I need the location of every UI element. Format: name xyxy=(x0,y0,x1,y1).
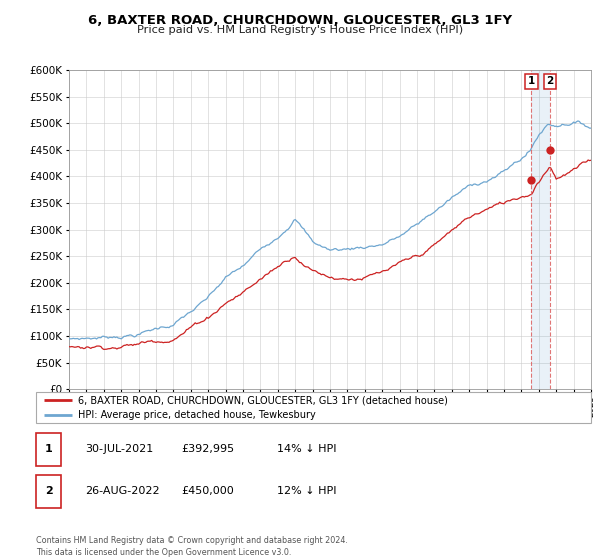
Text: £392,995: £392,995 xyxy=(181,445,235,454)
Text: £450,000: £450,000 xyxy=(181,487,234,496)
Text: 1: 1 xyxy=(45,445,52,454)
Text: 26-AUG-2022: 26-AUG-2022 xyxy=(85,487,160,496)
Text: 14% ↓ HPI: 14% ↓ HPI xyxy=(277,445,337,454)
Text: Contains HM Land Registry data © Crown copyright and database right 2024.
This d: Contains HM Land Registry data © Crown c… xyxy=(36,536,348,557)
Text: 2: 2 xyxy=(547,76,554,86)
Text: 6, BAXTER ROAD, CHURCHDOWN, GLOUCESTER, GL3 1FY (detached house): 6, BAXTER ROAD, CHURCHDOWN, GLOUCESTER, … xyxy=(77,395,448,405)
Text: 12% ↓ HPI: 12% ↓ HPI xyxy=(277,487,337,496)
Text: Price paid vs. HM Land Registry's House Price Index (HPI): Price paid vs. HM Land Registry's House … xyxy=(137,25,463,35)
Text: 2: 2 xyxy=(45,487,52,496)
Text: 30-JUL-2021: 30-JUL-2021 xyxy=(85,445,154,454)
Bar xyxy=(532,70,550,389)
Text: 6, BAXTER ROAD, CHURCHDOWN, GLOUCESTER, GL3 1FY: 6, BAXTER ROAD, CHURCHDOWN, GLOUCESTER, … xyxy=(88,14,512,27)
Text: HPI: Average price, detached house, Tewkesbury: HPI: Average price, detached house, Tewk… xyxy=(77,410,316,420)
Text: 1: 1 xyxy=(527,76,535,86)
